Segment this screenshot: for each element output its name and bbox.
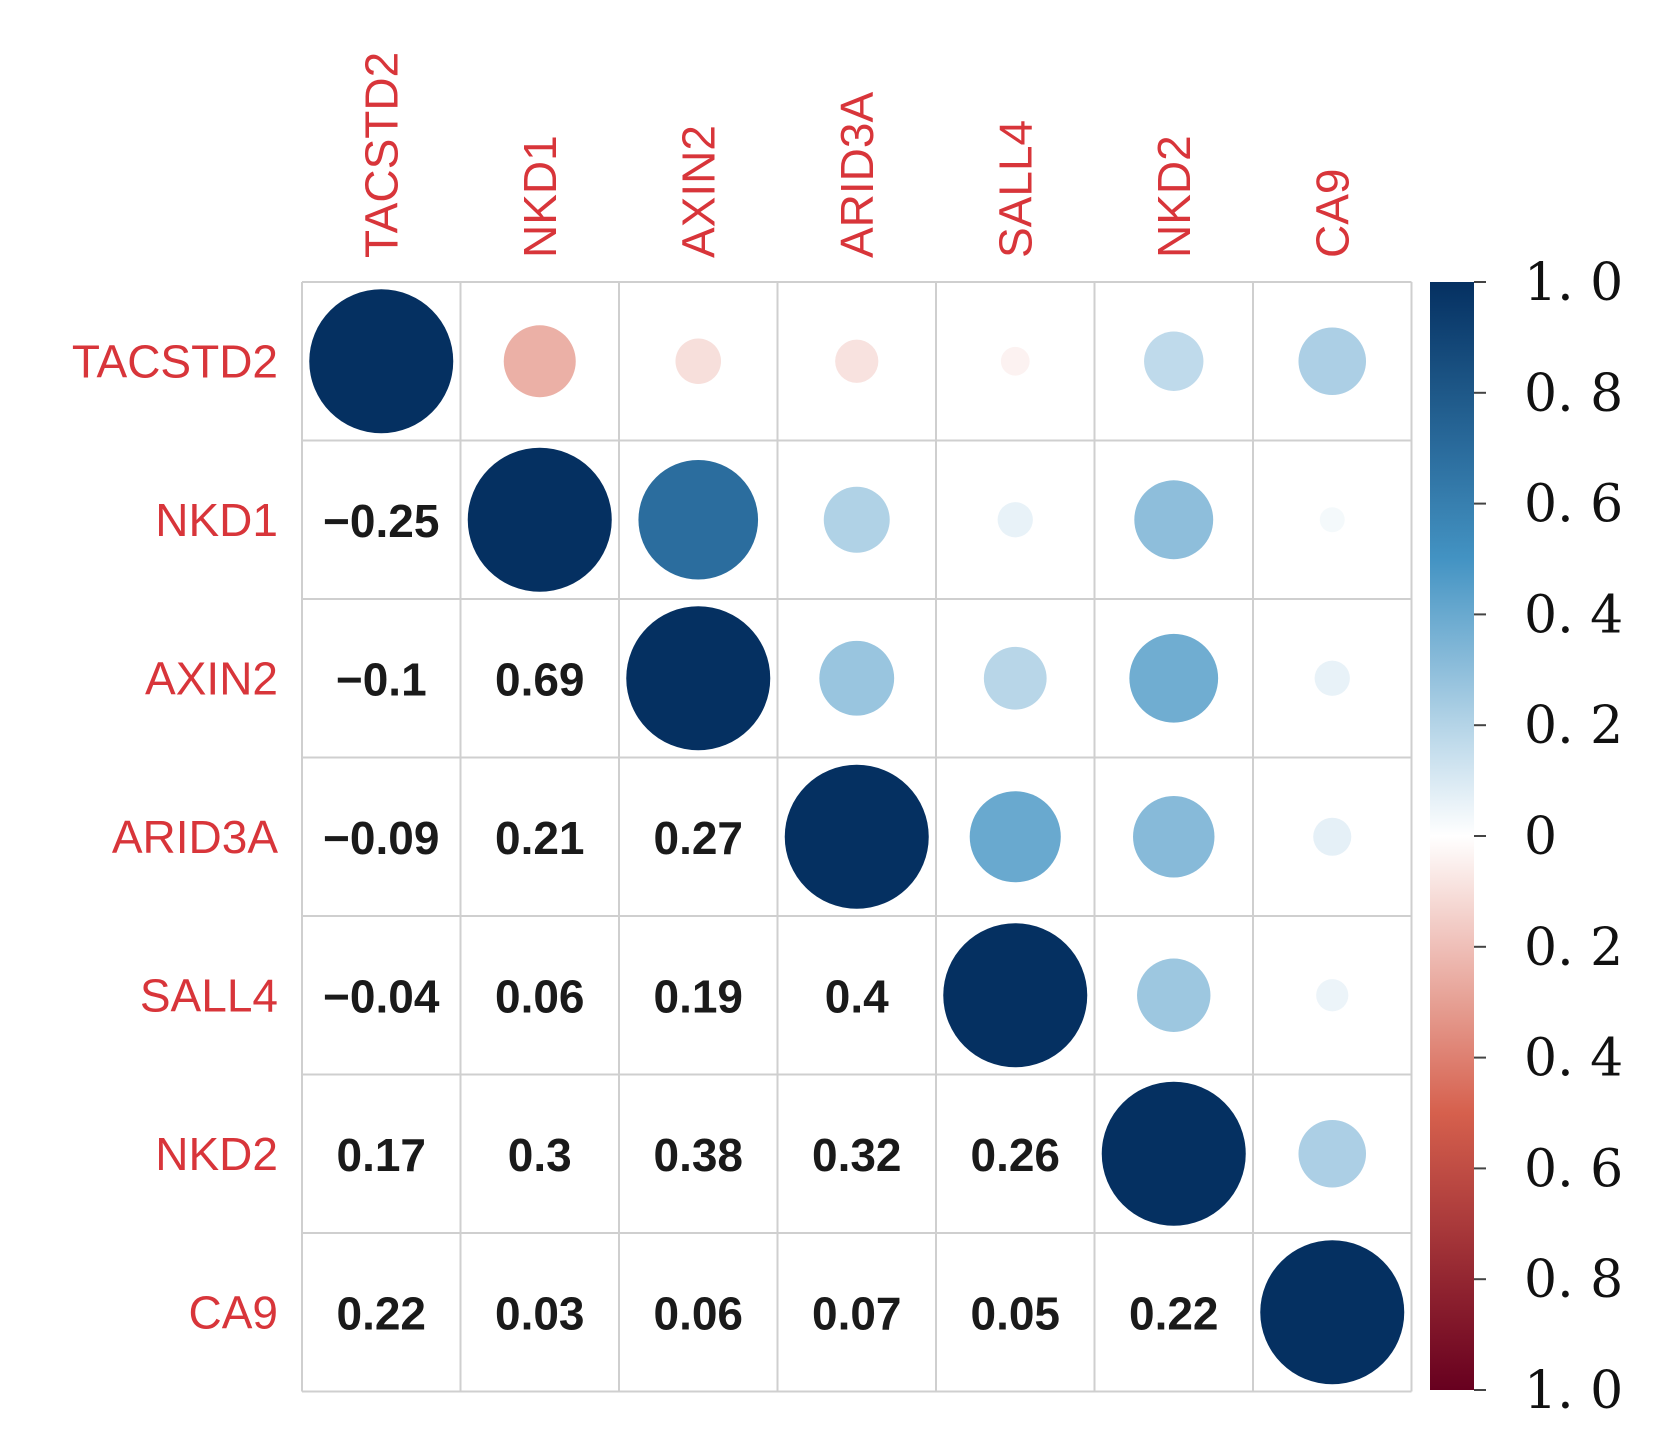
column-label-ca9: CA9 [1306,169,1358,258]
colorbar-label: 0. 8 [1524,364,1623,424]
corr-value-sall4-axin2: 0.19 [653,970,743,1022]
row-label-nkd1: NKD1 [155,494,278,546]
corr-circle-ca9-ca9 [1260,1240,1405,1385]
corr-circle-axin2-nkd2 [1129,633,1219,723]
colorbar-label: 0. 6 [1524,1139,1623,1199]
colorbar: 1. 0 0. 8 0. 6 0. 4 0. 2 0 0. 2 0. 4 0. 6 0. 8 1. … [1430,253,1623,1421]
row-label-arid3a: ARID3A [112,811,278,863]
corr-value-arid3a-nkd1: 0.21 [495,812,585,864]
corr-circle-nkd2-ca9 [1298,1119,1367,1188]
colorbar-label: 0 [1524,807,1557,867]
matrix-cells: −0.25 −0.1 0.69 −0.09 0.21 0.27 −0.04 0.06 0.19 0… [309,289,1405,1385]
corr-circle-nkd2-nkd2 [1101,1081,1246,1226]
colorbar-label: 0. 4 [1524,1029,1623,1089]
corr-value-ca9-sall4: 0.05 [970,1287,1060,1339]
colorbar-label: 0. 8 [1524,1250,1623,1310]
corr-circle-tacstd2-tacstd2 [309,289,454,434]
corr-circle-tacstd2-arid3a [835,339,879,383]
row-label-axin2: AXIN2 [145,652,278,704]
column-labels: TACSTD2 NKD1 AXIN2 ARID3A SALL4 NKD2 CA9 [355,52,1358,258]
corr-value-ca9-tacstd2: 0.22 [336,1287,426,1339]
corr-circle-sall4-sall4 [943,923,1088,1068]
colorbar-label: 0. 2 [1524,696,1623,756]
corr-value-nkd1-tacstd2: −0.25 [323,495,439,547]
row-label-ca9: CA9 [189,1286,278,1338]
colorbar-label: 0. 4 [1524,585,1623,645]
column-label-sall4: SALL4 [989,120,1041,258]
corr-circle-axin2-axin2 [626,606,771,751]
column-label-nkd2: NKD2 [1148,135,1200,258]
corr-circle-sall4-ca9 [1316,979,1349,1012]
corr-value-ca9-axin2: 0.06 [653,1287,743,1339]
corr-value-nkd2-axin2: 0.38 [653,1129,743,1181]
corr-circle-arid3a-sall4 [969,791,1061,883]
corr-value-axin2-tacstd2: −0.1 [336,653,427,705]
column-label-nkd1: NKD1 [514,135,566,258]
corr-value-sall4-tacstd2: −0.04 [323,970,440,1022]
corr-circle-nkd1-sall4 [997,502,1033,538]
corr-value-sall4-nkd1: 0.06 [495,970,585,1022]
corr-circle-axin2-ca9 [1314,660,1350,696]
row-label-tacstd2: TACSTD2 [72,335,278,387]
colorbar-label: 0. 2 [1524,918,1623,978]
corr-circle-nkd1-arid3a [823,486,890,553]
corr-circle-tacstd2-sall4 [1000,346,1030,376]
corr-value-nkd2-sall4: 0.26 [970,1129,1060,1181]
corr-circle-nkd1-nkd1 [467,447,612,592]
corr-circle-axin2-arid3a [819,640,895,716]
corr-value-ca9-arid3a: 0.07 [812,1287,902,1339]
column-label-axin2: AXIN2 [672,125,724,258]
corr-circle-arid3a-nkd2 [1133,796,1215,878]
corr-circle-nkd1-ca9 [1319,507,1345,533]
corr-value-arid3a-axin2: 0.27 [653,812,743,864]
row-label-nkd2: NKD2 [155,1128,278,1180]
corr-value-nkd2-nkd1: 0.3 [508,1129,572,1181]
colorbar-label: 0. 6 [1524,475,1623,535]
corr-circle-arid3a-arid3a [784,764,929,909]
colorbar-gradient [1430,282,1474,1390]
corr-circle-nkd1-axin2 [638,459,759,580]
corr-value-ca9-nkd2: 0.22 [1129,1287,1219,1339]
colorbar-label: 1. 0 [1524,1361,1623,1421]
column-label-arid3a: ARID3A [831,92,883,258]
row-labels: TACSTD2 NKD1 AXIN2 ARID3A SALL4 NKD2 CA9 [72,335,278,1338]
matrix-grid [301,281,1413,1393]
corr-circle-tacstd2-axin2 [675,338,722,385]
corr-circle-tacstd2-nkd2 [1144,331,1204,391]
corr-value-nkd2-tacstd2: 0.17 [336,1129,426,1181]
corr-value-sall4-arid3a: 0.4 [825,970,889,1022]
row-label-sall4: SALL4 [140,969,278,1021]
corr-value-axin2-nkd1: 0.69 [495,653,585,705]
corr-circle-nkd1-nkd2 [1134,480,1214,560]
corr-circle-arid3a-ca9 [1313,817,1352,856]
corr-circle-axin2-sall4 [983,646,1047,710]
corr-value-nkd2-arid3a: 0.32 [812,1129,902,1181]
corr-circle-sall4-nkd2 [1137,958,1211,1032]
column-label-tacstd2: TACSTD2 [355,52,407,258]
corr-value-ca9-nkd1: 0.03 [495,1287,585,1339]
corr-circle-tacstd2-ca9 [1298,327,1367,396]
colorbar-label: 1. 0 [1524,253,1623,313]
corr-circle-tacstd2-nkd1 [503,325,576,398]
corr-value-arid3a-tacstd2: −0.09 [323,812,439,864]
